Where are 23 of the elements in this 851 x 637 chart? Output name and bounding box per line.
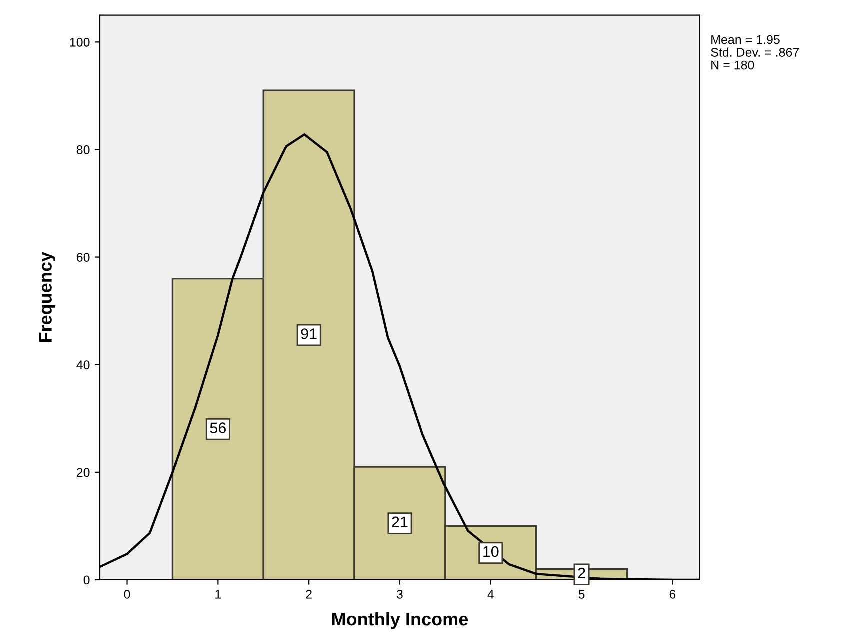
text: Std. Dev. = .867 — [711, 48, 800, 57]
data-label: 91 — [301, 328, 317, 340]
text: Mean = 1.95 — [712, 35, 780, 44]
x-tick-label: 5 — [578, 590, 585, 599]
y-tick-label: 20 — [76, 468, 90, 478]
x-tick-label: 2 — [306, 590, 312, 599]
x-tick-label: 1 — [216, 590, 222, 599]
y-tick-label: 80 — [76, 146, 90, 154]
x-axis-title: Monthly Income — [332, 612, 468, 630]
x-tick-label: 4 — [488, 590, 494, 599]
x-tick-label: 3 — [396, 590, 403, 599]
data-label: 10 — [484, 546, 499, 558]
y-tick-label: 40 — [76, 360, 90, 370]
y-tick-label: 100 — [70, 38, 90, 47]
data-label: 21 — [392, 516, 408, 528]
y-tick-label: 0 — [84, 576, 90, 585]
y-tick-label: 60 — [77, 253, 90, 262]
x-tick-label: 0 — [124, 590, 130, 599]
text: N = 180 — [712, 60, 754, 70]
y-axis-title: Frequency — [39, 252, 56, 342]
x-tick-label: 6 — [670, 590, 676, 599]
data-label: 2 — [578, 568, 586, 579]
data-label: 56 — [210, 422, 226, 434]
